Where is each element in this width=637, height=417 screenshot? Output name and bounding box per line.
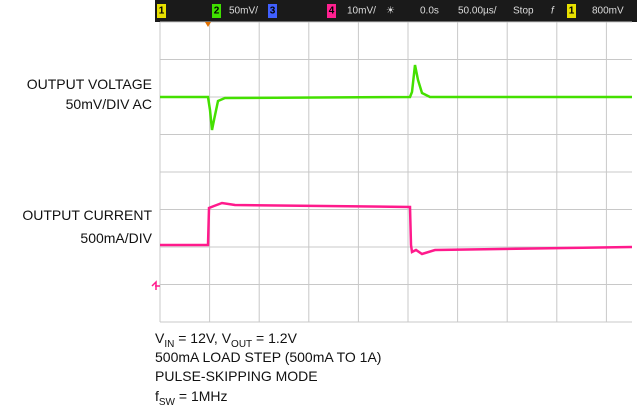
condition-vin-vout: VIN = 12V, VOUT = 1.2V: [155, 330, 298, 350]
voltage-title: OUTPUT VOLTAGE: [27, 76, 152, 92]
condition-mode: PULSE-SKIPPING MODE: [155, 368, 318, 384]
ch2-box: [212, 4, 221, 18]
ch4-scale: 10mV/: [347, 6, 376, 17]
trigger-level: 800mV: [592, 6, 624, 17]
ch1: 1: [159, 6, 165, 17]
ch1-box: [157, 4, 166, 18]
text: = 1.2V: [252, 330, 297, 346]
graticule: [159, 21, 632, 323]
v: V: [155, 330, 165, 346]
trigger-marker: [205, 22, 211, 27]
sub: SW: [159, 397, 176, 408]
ch4-box: [327, 4, 336, 18]
text: = 1MHz: [175, 388, 228, 404]
time-offset: 0.0s: [420, 6, 439, 17]
trigger-ch: 1: [569, 6, 575, 17]
voltage-trace: [160, 64, 632, 131]
ch4-marker: [151, 280, 160, 290]
ch2-scale: 50mV/: [229, 6, 258, 17]
trigger-edge: f: [551, 6, 555, 17]
current-scale: 500mA/DIV: [80, 230, 152, 246]
time-scale: 50.00µs/: [458, 6, 497, 17]
acq-icon: ☀: [386, 6, 395, 17]
voltage-scale: 50mV/DIV AC: [66, 96, 152, 112]
condition-load-step: 500mA LOAD STEP (500mA TO 1A): [155, 349, 381, 365]
text: = 12V, V: [174, 330, 231, 346]
sub: IN: [164, 339, 174, 350]
ch3: 3: [270, 6, 276, 17]
run-state: Stop: [513, 6, 534, 17]
status-bar: [155, 0, 637, 22]
trigger-box: [567, 4, 576, 18]
ch3-box: [268, 4, 277, 18]
ch4: 4: [329, 6, 335, 17]
condition-fsw: fSW = 1MHz: [155, 388, 228, 408]
f: f: [155, 388, 159, 404]
sub: OUT: [231, 339, 252, 350]
current-title: OUTPUT CURRENT: [22, 207, 152, 223]
current-trace: [160, 201, 633, 256]
ch2: 2: [214, 6, 220, 17]
